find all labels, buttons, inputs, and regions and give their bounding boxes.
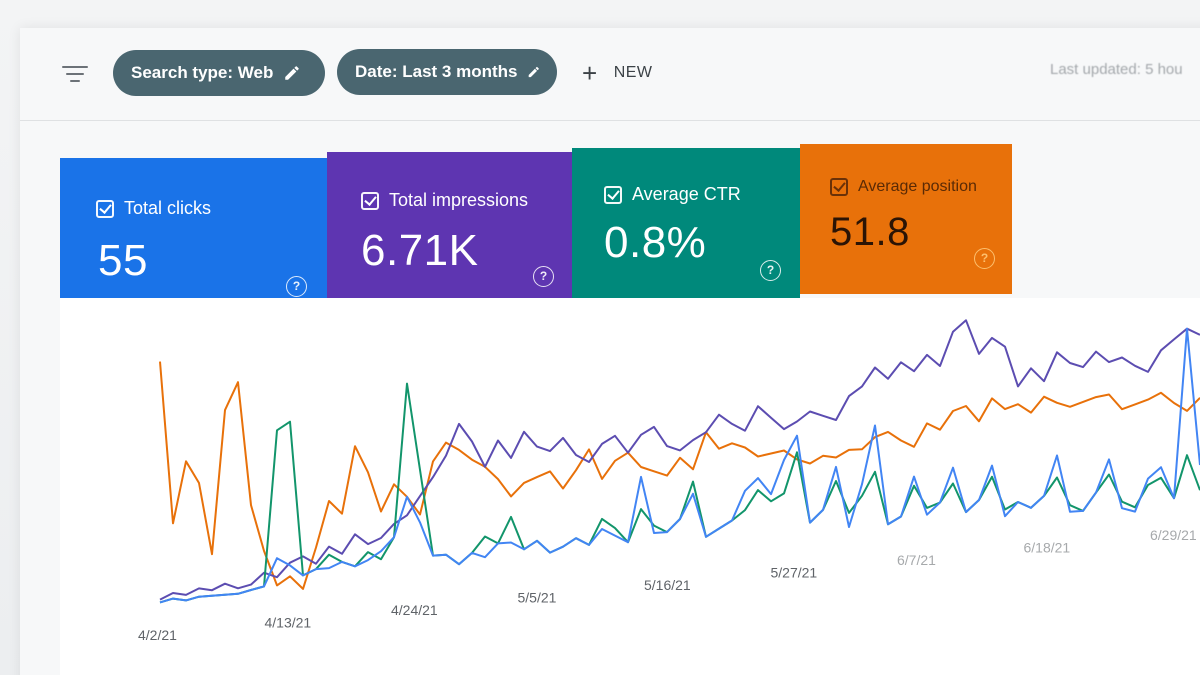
card-total-clicks[interactable]: Total clicks 55 ? [60,158,327,325]
chip-label: Date: Last 3 months [355,62,518,81]
series-line-impressions [159,319,1200,601]
x-tick-label: 4/13/21 [265,615,312,631]
x-tick-label: 4/24/21 [391,602,438,618]
card-value: 6.71K [361,226,479,275]
help-icon[interactable]: ? [974,248,995,269]
x-tick-label: 4/2/21 [138,627,177,643]
pencil-icon [529,66,540,78]
metric-cards: Total clicks 55 ? Total impressions 6.71… [60,144,1012,334]
x-tick-label: 6/29/21 [1150,527,1197,543]
series-line-position [159,361,1200,590]
card-value: 0.8% [604,218,707,267]
filter-bar: Search type: Web Date: Last 3 months + N… [20,28,1200,121]
x-tick-label: 6/18/21 [1024,540,1071,556]
card-average-position[interactable]: Average position 51.8 ? [800,144,1012,294]
checkbox-icon[interactable] [96,199,114,218]
series-line-clicks [159,327,1200,604]
card-label: Total clicks [124,198,212,218]
x-tick-label: 5/27/21 [771,565,818,581]
x-tick-label: 6/7/21 [897,552,936,568]
card-total-impressions[interactable]: Total impressions 6.71K ? [327,152,572,314]
help-icon[interactable]: ? [533,266,554,287]
plus-icon: + [582,58,598,88]
performance-line-chart: 4/2/21 4/13/21 4/24/21 5/5/21 5/16/21 5/27/21… [138,319,1200,643]
x-tick-label: 5/5/21 [518,590,557,606]
last-updated-text: Last updated: 5 hou [1050,61,1183,78]
chip-label: Search type: Web [131,63,274,82]
new-filter-button[interactable]: + NEW [582,60,653,86]
help-icon[interactable]: ? [760,260,781,281]
card-average-ctr[interactable]: Average CTR 0.8% ? [572,148,800,304]
card-label: Average position [858,178,977,195]
checkbox-icon[interactable] [830,178,848,196]
checkbox-icon[interactable] [361,191,379,210]
card-label: Total impressions [389,190,529,210]
new-filter-label: NEW [613,64,653,81]
checkbox-icon[interactable] [604,185,622,204]
filter-lines-icon[interactable] [62,64,88,84]
performance-chart: 4/2/21 4/13/21 4/24/21 5/5/21 5/16/21 5/27/21… [60,298,1200,675]
card-label: Average CTR [632,184,741,204]
chip-search-type[interactable]: Search type: Web [113,50,325,96]
help-icon[interactable]: ? [286,276,307,297]
x-tick-label: 5/16/21 [644,577,691,593]
chip-date-range[interactable]: Date: Last 3 months [337,49,557,95]
card-value: 55 [98,236,148,285]
pencil-icon [285,66,300,80]
card-value: 51.8 [830,210,910,254]
